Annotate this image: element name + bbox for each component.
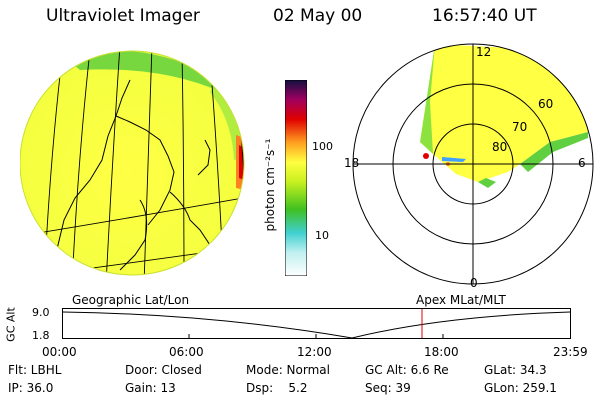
lat-label-80: 80 (492, 140, 508, 154)
altitude-timeline (62, 308, 571, 339)
colorbar (285, 80, 307, 276)
polar-mlt-plot (352, 43, 594, 285)
timeline-ytick-9: 9.0 (32, 306, 50, 319)
glat-value: GLat: 34.3 (484, 363, 547, 377)
colorbar-unit-label: photon cm⁻²s⁻¹ (263, 138, 277, 232)
timeline-axis-label: GC Alt (4, 307, 18, 342)
time-label: 16:57:40 UT (432, 6, 537, 26)
timeline-xtick-3: 18:00 (424, 345, 459, 359)
polar-grid (352, 43, 594, 285)
mlt-label-6: 6 (578, 156, 586, 170)
coastlines (49, 79, 221, 275)
timeline-xtick-2: 12:00 (297, 345, 332, 359)
gc-alt-value: GC Alt: 6.6 Re (365, 363, 449, 377)
filter-value: Flt: LBHL (8, 363, 62, 377)
colorbar-tick-100: 100 (312, 140, 333, 153)
mlt-label-0: 0 (470, 276, 478, 290)
auroral-region (420, 44, 588, 182)
mlt-label-12: 12 (476, 45, 492, 59)
timeline-right-label: Apex MLat/MLT (416, 293, 506, 307)
globe-auroral-image (20, 50, 245, 276)
glon-value: GLon: 259.1 (484, 381, 557, 395)
lat-label-60: 60 (538, 97, 554, 111)
timeline-left-label: Geographic Lat/Lon (72, 293, 190, 307)
gain-value: Gain: 13 (125, 381, 176, 395)
timeline-xtick-4: 23:59 (553, 345, 588, 359)
hotspot-red (423, 153, 429, 159)
app-title: Ultraviolet Imager (46, 6, 200, 26)
mode-value: Mode: Normal (246, 363, 330, 377)
lat-label-70: 70 (512, 120, 528, 134)
timeline-ytick-1.8: 1.8 (32, 329, 50, 342)
colorbar-tick-10: 10 (315, 229, 329, 242)
globe-disk (20, 51, 244, 275)
timeline-frame (62, 308, 571, 339)
timeline-xtick-1: 06:00 (169, 345, 204, 359)
dsp-value: Dsp: 5.2 (246, 381, 308, 395)
dayglow-limb (65, 51, 234, 98)
seq-value: Seq: 39 (365, 381, 411, 395)
mlt-label-18: 18 (344, 156, 360, 170)
timeline-xtick-0: 00:00 (42, 345, 77, 359)
date-label: 02 May 00 (273, 6, 363, 26)
altitude-curve (62, 311, 571, 339)
door-status: Door: Closed (125, 363, 202, 377)
ip-value: IP: 36.0 (8, 381, 54, 395)
